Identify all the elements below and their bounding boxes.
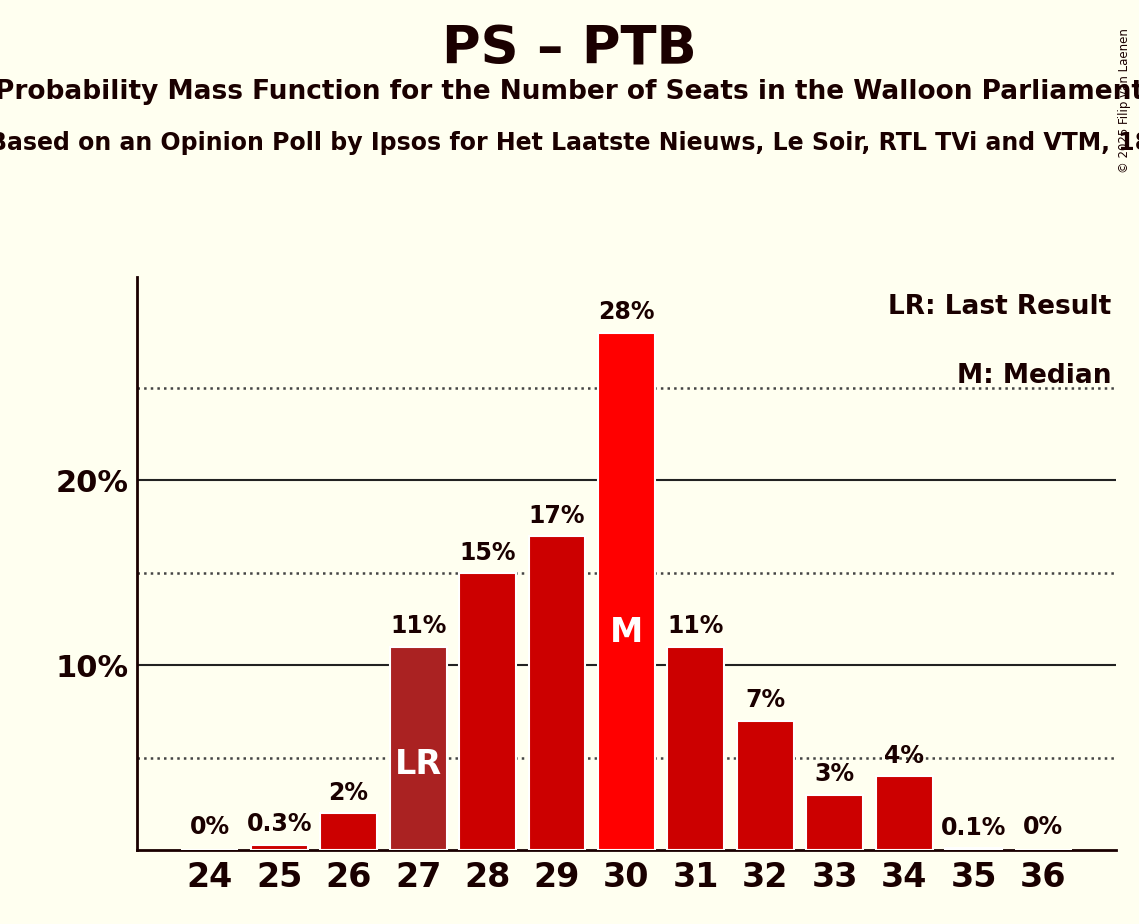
Text: 15%: 15% xyxy=(459,541,516,565)
Text: 7%: 7% xyxy=(745,688,786,712)
Text: M: M xyxy=(609,616,644,650)
Bar xyxy=(876,776,933,850)
Text: M: Median: M: Median xyxy=(957,363,1112,389)
Text: 17%: 17% xyxy=(528,504,585,528)
Bar xyxy=(806,795,863,850)
Text: 4%: 4% xyxy=(884,744,924,768)
Text: LR: LR xyxy=(394,748,442,781)
Text: 3%: 3% xyxy=(814,762,855,786)
Text: Probability Mass Function for the Number of Seats in the Walloon Parliament: Probability Mass Function for the Number… xyxy=(0,79,1139,104)
Text: 11%: 11% xyxy=(667,614,724,638)
Bar xyxy=(528,536,585,850)
Bar xyxy=(251,845,308,850)
Bar xyxy=(737,721,794,850)
Text: 0.3%: 0.3% xyxy=(246,812,312,836)
Text: Based on an Opinion Poll by Ipsos for Het Laatste Nieuws, Le Soir, RTL TVi and V: Based on an Opinion Poll by Ipsos for He… xyxy=(0,131,1139,155)
Text: 0.1%: 0.1% xyxy=(941,816,1007,840)
Bar xyxy=(320,813,377,850)
Bar xyxy=(390,647,446,850)
Text: 11%: 11% xyxy=(390,614,446,638)
Text: PS – PTB: PS – PTB xyxy=(442,23,697,75)
Bar xyxy=(598,333,655,850)
Text: 2%: 2% xyxy=(329,781,369,805)
Text: LR: Last Result: LR: Last Result xyxy=(888,295,1112,321)
Text: © 2025 Filip van Laenen: © 2025 Filip van Laenen xyxy=(1118,28,1131,173)
Bar xyxy=(667,647,724,850)
Bar xyxy=(945,848,1002,850)
Text: 0%: 0% xyxy=(1023,815,1064,839)
Text: 28%: 28% xyxy=(598,300,655,324)
Bar xyxy=(459,573,516,850)
Text: 0%: 0% xyxy=(189,815,230,839)
